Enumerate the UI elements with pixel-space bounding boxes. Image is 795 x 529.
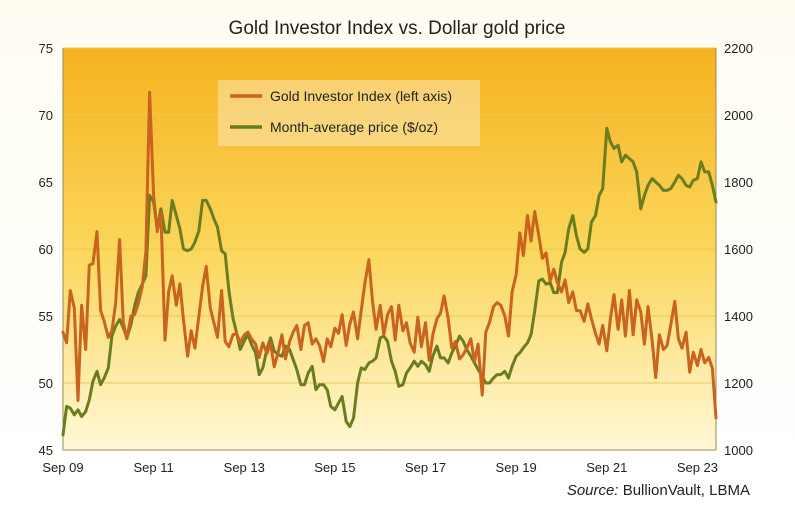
series-line-gold-investor-index xyxy=(61,90,718,420)
left-axis: 45 50 55 60 65 70 75 xyxy=(39,41,64,458)
right-axis-tick-label: 1200 xyxy=(724,376,753,391)
x-axis-tick-label: Sep 11 xyxy=(134,460,174,475)
source-text: BullionVault, LBMA xyxy=(619,482,750,499)
x-axis-tick-label: Sep 09 xyxy=(42,460,83,475)
right-axis-tick-label: 1800 xyxy=(724,175,753,190)
source-note: Source: BullionVault, LBMA xyxy=(567,482,750,499)
right-axis-tick-label: 1600 xyxy=(724,242,753,257)
x-axis-tick-label: Sep 23 xyxy=(677,460,718,475)
chart-title: Gold Investor Index vs. Dollar gold pric… xyxy=(229,18,566,39)
right-axis-tick-label: 2000 xyxy=(724,108,753,123)
x-axis-tick-label: Sep 21 xyxy=(586,460,627,475)
x-axis: Sep 09 Sep 11 Sep 13 Sep 15 Sep 17 Sep 19 Sep … xyxy=(42,449,718,475)
x-axis-tick-label: Sep 19 xyxy=(496,460,537,475)
right-axis: 1000 1200 1400 1600 1800 2000 2200 xyxy=(715,41,753,458)
source-label: Source: xyxy=(567,482,619,499)
right-axis-tick-label: 1400 xyxy=(724,309,753,324)
x-axis-tick-label: Sep 13 xyxy=(224,460,265,475)
series-line-month-average-price xyxy=(61,126,718,437)
left-axis-tick-label: 75 xyxy=(39,41,53,56)
legend-label-month-average-price: Month-average price ($/oz) xyxy=(270,119,438,135)
legend-box xyxy=(218,80,480,146)
left-axis-tick-label: 45 xyxy=(39,443,53,458)
right-axis-tick-label: 1000 xyxy=(724,443,753,458)
left-axis-tick-label: 60 xyxy=(39,242,53,257)
left-axis-tick-label: 50 xyxy=(39,376,53,391)
right-axis-tick-label: 2200 xyxy=(724,41,753,56)
x-axis-tick-label: Sep 15 xyxy=(314,460,355,475)
watermark: BullionVault LBMA xyxy=(654,508,770,522)
left-axis-tick-label: 55 xyxy=(39,309,53,324)
series-group xyxy=(61,90,718,437)
legend-label-gold-investor-index: Gold Investor Index (left axis) xyxy=(270,88,452,104)
left-axis-tick-label: 65 xyxy=(39,175,53,190)
x-axis-tick-label: Sep 17 xyxy=(405,460,446,475)
left-axis-tick-label: 70 xyxy=(39,108,53,123)
legend: Gold Investor Index (left axis) Month-av… xyxy=(218,80,480,146)
